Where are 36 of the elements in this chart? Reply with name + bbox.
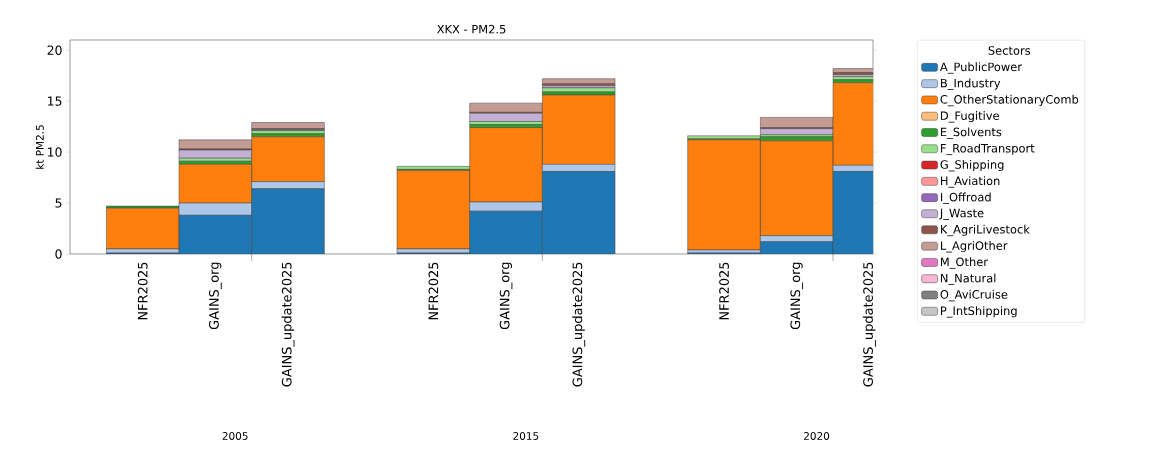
x-tick-label: NFR2025: [719, 262, 729, 320]
y-tick-label: 10: [48, 147, 62, 157]
y-tick-label: 20: [47, 45, 62, 55]
x-tick-label: NFR2025: [428, 262, 439, 320]
x-tick-label: GAINS_org: [790, 262, 804, 330]
legend-label: H_Aviation: [940, 176, 1000, 188]
y-tick-label: 0: [55, 249, 62, 259]
legend-label: L_AgriOther: [940, 241, 1008, 253]
legend-label: I_Offroad: [940, 192, 991, 204]
legend-label: F_RoadTransport: [940, 143, 1035, 156]
x-tick-label: GAINS_org: [499, 262, 513, 330]
legend-label: O_AviCruise: [940, 289, 1008, 302]
y-tick-label: 15: [48, 96, 62, 106]
text: 2015: [513, 432, 539, 440]
legend-label: G_Shipping: [940, 159, 1004, 172]
legend-label: J_Waste: [939, 208, 984, 220]
legend-label: N_Natural: [940, 273, 996, 286]
y-tick-label: 5: [55, 198, 62, 208]
x-tick-label: GAINS_update2025: [862, 262, 876, 387]
x-tick-label: GAINS_org: [209, 262, 222, 330]
legend-label: C_OtherStationaryComb: [940, 94, 1079, 107]
legend-label: A_PublicPower: [939, 62, 1022, 74]
x-tick-label: NFR2025: [137, 262, 148, 320]
legend-label: D_Fugitive: [940, 111, 999, 123]
legend-label: M_Other: [940, 257, 988, 269]
y-axis-title: kt PM2.5: [35, 125, 44, 169]
text: 2005: [222, 432, 248, 440]
x-tick-label: GAINS_update2025: [281, 262, 295, 387]
legend-label: B_Industry: [940, 78, 1001, 90]
text: 2020: [803, 432, 830, 440]
legend-label: K_AgriLivestock: [940, 224, 1030, 237]
legend-label: E_Solvents: [940, 127, 1002, 139]
x-tick-label: GAINS_update2025: [572, 262, 586, 387]
chart-title: XKX - PM2.5: [437, 24, 506, 34]
legend-title: Sectors: [988, 46, 1031, 55]
legend-label: P_IntShipping: [940, 306, 1017, 318]
